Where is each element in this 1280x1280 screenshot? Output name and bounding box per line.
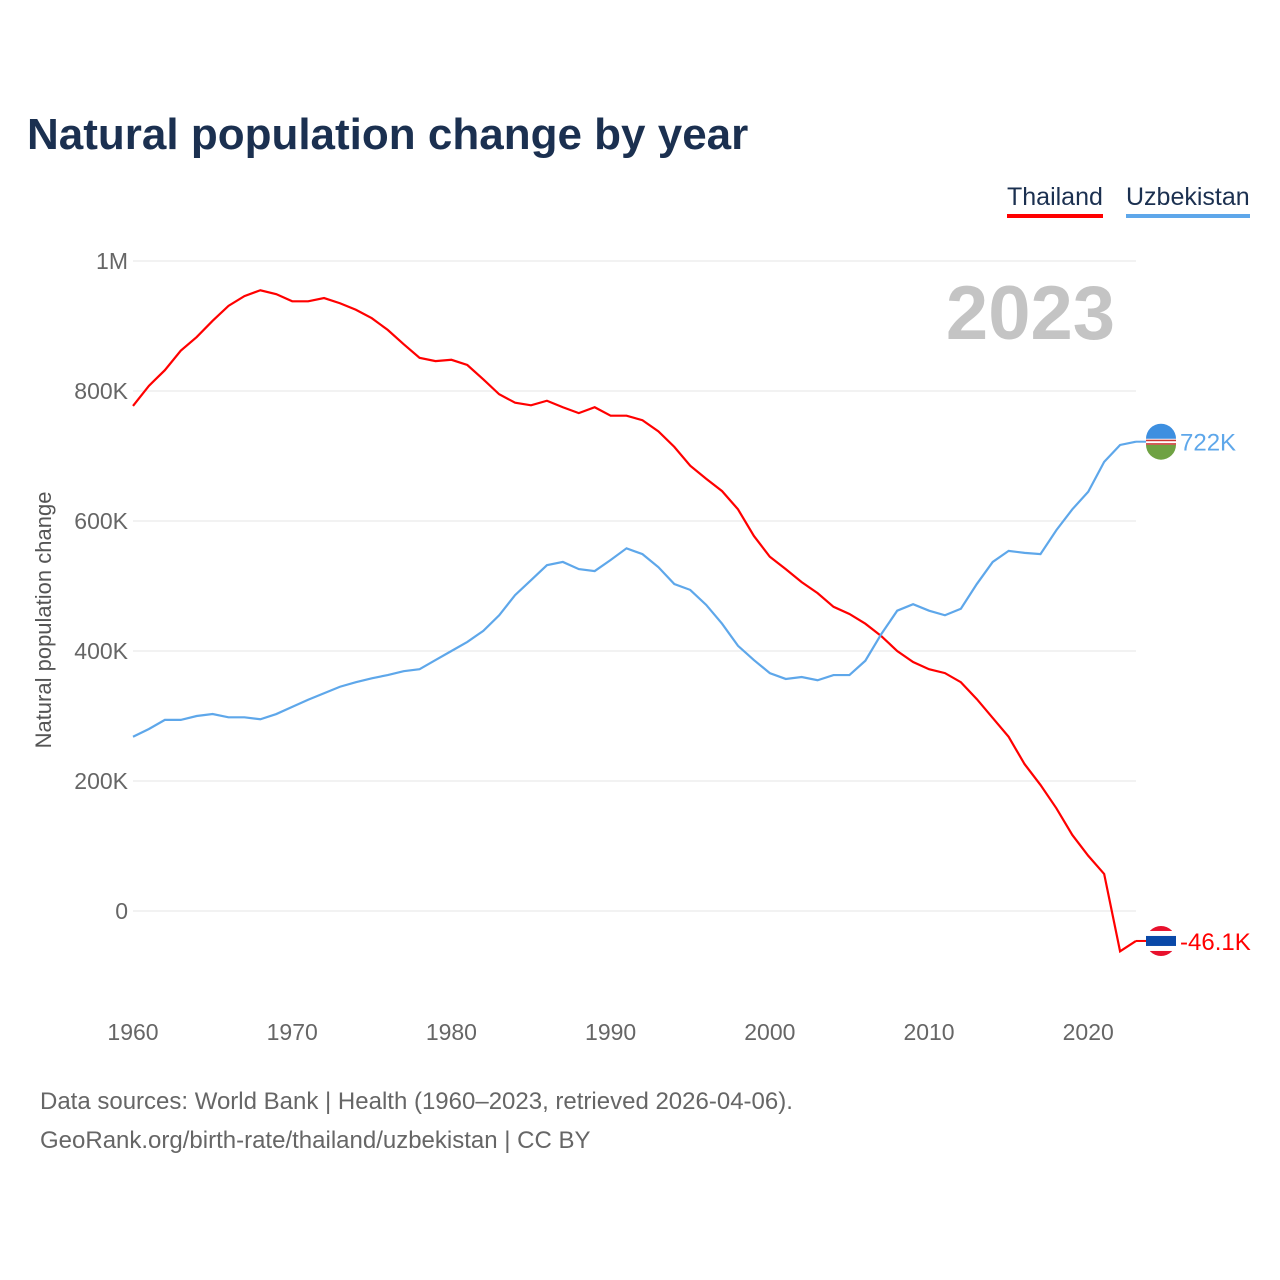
flag-stripe xyxy=(1146,444,1176,460)
legend-thailand[interactable]: Thailand xyxy=(1007,183,1103,218)
x-tick-label: 2020 xyxy=(1063,1019,1114,1045)
end-value-label-thailand: -46.1K xyxy=(1180,929,1251,956)
flag-stripe xyxy=(1146,423,1176,439)
y-tick-label: 0 xyxy=(115,898,128,924)
year-badge: 2023 xyxy=(945,271,1115,356)
y-tick-label: 800K xyxy=(74,378,128,404)
legend-uzbekistan[interactable]: Uzbekistan xyxy=(1126,183,1250,218)
x-tick-label: 1960 xyxy=(107,1019,158,1045)
y-tick-label: 600K xyxy=(74,508,128,534)
end-value-label-uzbekistan: 722K xyxy=(1180,430,1236,457)
flag-stripe xyxy=(1146,935,1176,946)
series-line-uzbekistan xyxy=(132,440,1137,738)
chart-title: Natural population change by year xyxy=(27,110,749,159)
x-tick-label: 1990 xyxy=(585,1019,636,1045)
flag-stripe xyxy=(1146,443,1176,445)
series-line-thailand xyxy=(132,289,1137,954)
x-tick-label: 1980 xyxy=(426,1019,477,1045)
y-tick-label: 1M xyxy=(96,248,128,274)
x-tick-label: 2000 xyxy=(744,1019,795,1045)
source-line-2[interactable]: GeoRank.org/birth-rate/thailand/uzbekist… xyxy=(40,1127,591,1154)
y-tick-label: 200K xyxy=(74,768,128,794)
flag-stripe xyxy=(1146,439,1176,442)
y-tick-label: 400K xyxy=(74,638,128,664)
x-tick-label: 2010 xyxy=(903,1019,954,1045)
x-tick-label: 1970 xyxy=(267,1019,318,1045)
source-line-1: Data sources: World Bank | Health (1960–… xyxy=(40,1088,793,1115)
